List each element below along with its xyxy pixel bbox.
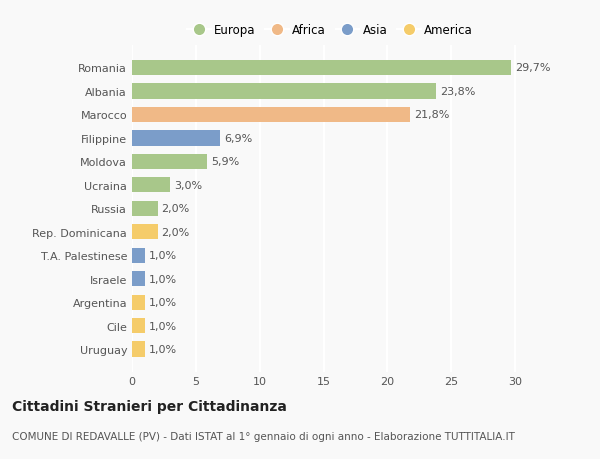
Text: 1,0%: 1,0%: [149, 297, 177, 308]
Bar: [132, 131, 220, 146]
Text: 1,0%: 1,0%: [149, 274, 177, 284]
Bar: [132, 319, 145, 334]
Text: 5,9%: 5,9%: [211, 157, 239, 167]
Bar: [132, 178, 170, 193]
Bar: [132, 248, 145, 263]
Text: 6,9%: 6,9%: [224, 134, 252, 144]
Legend: Europa, Africa, Asia, America: Europa, Africa, Asia, America: [182, 19, 478, 42]
Bar: [132, 342, 145, 357]
Text: 3,0%: 3,0%: [174, 180, 202, 190]
Bar: [132, 154, 208, 170]
Bar: [132, 107, 410, 123]
Text: 21,8%: 21,8%: [415, 110, 449, 120]
Text: COMUNE DI REDAVALLE (PV) - Dati ISTAT al 1° gennaio di ogni anno - Elaborazione : COMUNE DI REDAVALLE (PV) - Dati ISTAT al…: [12, 431, 515, 442]
Text: Cittadini Stranieri per Cittadinanza: Cittadini Stranieri per Cittadinanza: [12, 399, 287, 413]
Text: 2,0%: 2,0%: [161, 227, 190, 237]
Bar: [132, 271, 145, 287]
Bar: [132, 61, 511, 76]
Text: 23,8%: 23,8%: [440, 87, 475, 97]
Text: 1,0%: 1,0%: [149, 321, 177, 331]
Text: 1,0%: 1,0%: [149, 251, 177, 261]
Text: 29,7%: 29,7%: [515, 63, 551, 73]
Bar: [132, 84, 436, 99]
Bar: [132, 201, 158, 217]
Text: 1,0%: 1,0%: [149, 344, 177, 354]
Bar: [132, 295, 145, 310]
Text: 2,0%: 2,0%: [161, 204, 190, 214]
Bar: [132, 224, 158, 240]
